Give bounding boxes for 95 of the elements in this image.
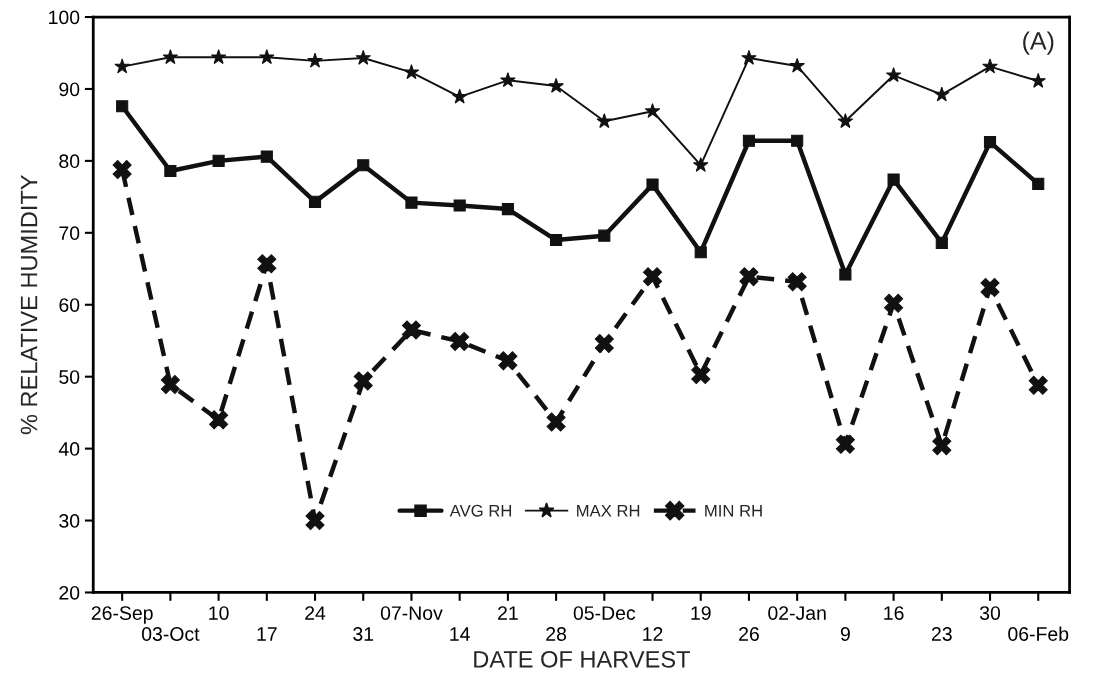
point [501,203,514,216]
y-tick-label: 70 [59,226,80,241]
point [741,49,757,65]
point [644,103,661,118]
x-tick-label: 24 [305,606,326,620]
point [259,49,275,65]
point [116,100,129,113]
y-tick-label: 30 [59,514,80,528]
x-tick-label: 21 [498,606,518,620]
x-axis-title: DATE OF HARVEST [474,650,690,668]
y-tick-label: 80 [59,154,80,169]
y-tick-label: 100 [49,10,80,25]
point [742,134,756,147]
point [885,67,902,82]
point [550,233,563,247]
point [691,364,711,385]
x-tick-label: 28 [546,627,567,641]
point [405,196,418,209]
point [546,412,566,432]
point [257,254,277,274]
x-tick-label: 10 [209,606,229,620]
x-tick-label: 06-Feb [1008,626,1069,641]
y-tick-label: 40 [58,442,80,456]
point [934,86,950,102]
point [498,351,518,371]
point [791,134,804,147]
y-tick-label: 90 [59,82,80,97]
y-axis-title: % RELATIVE HUMIDITY [20,174,38,435]
point [164,164,177,178]
point [983,136,997,149]
point [837,113,854,129]
point [1028,375,1048,395]
point [162,49,179,65]
point [694,246,707,259]
point [160,375,180,395]
point [1032,177,1045,190]
x-tick-label: 26-Sep [91,606,153,624]
x-tick-label: 05-Dec [573,606,636,620]
point [1030,72,1047,88]
point [980,277,1000,298]
point [305,510,325,531]
x-tick-label: 19 [691,606,711,620]
x-tick-label: 9 [840,627,850,641]
x-tick-label: 02-Jan [768,606,826,620]
point [935,236,948,249]
y-tick-label: 20 [59,585,80,600]
point [453,199,466,212]
point [887,173,900,186]
point [932,436,952,456]
y-tick-label: 60 [59,298,80,312]
point [308,195,322,208]
point [209,410,229,430]
point [548,77,564,93]
x-tick-label: 31 [353,627,374,641]
point [357,159,370,172]
legend-label: AVG RH [449,504,512,517]
point [450,331,470,351]
legend-label: MAX RH [577,505,640,517]
x-tick-label: 26 [739,627,759,641]
legend-label: MIN RH [705,505,762,517]
point [260,150,273,163]
point [112,159,132,180]
point [210,49,227,65]
point [692,157,709,172]
point [451,88,468,104]
point [307,52,323,68]
point [596,113,613,129]
x-tick-label: 14 [450,627,470,641]
x-tick-label: 16 [884,606,904,620]
point [500,72,516,88]
point [839,268,852,281]
point [401,320,421,340]
point [642,267,663,287]
point [598,229,611,242]
x-tick-label: 17 [257,627,277,641]
annotation: (A) [1023,31,1054,55]
point [594,334,614,354]
point [789,57,805,73]
point [353,371,373,391]
point [982,58,998,74]
point [739,267,759,287]
point [787,272,807,292]
x-tick-label: 03-Oct [141,627,200,641]
x-tick-label: 23 [931,627,952,641]
point [355,49,372,65]
point [403,64,420,80]
point [835,434,855,454]
point [646,178,659,191]
x-tick-label: 07-Nov [380,606,443,620]
x-tick-label: 30 [979,606,1001,620]
point [114,58,130,74]
y-tick-label: 50 [59,370,80,384]
x-tick-label: 12 [643,627,663,641]
point [212,154,225,167]
point [884,293,904,313]
